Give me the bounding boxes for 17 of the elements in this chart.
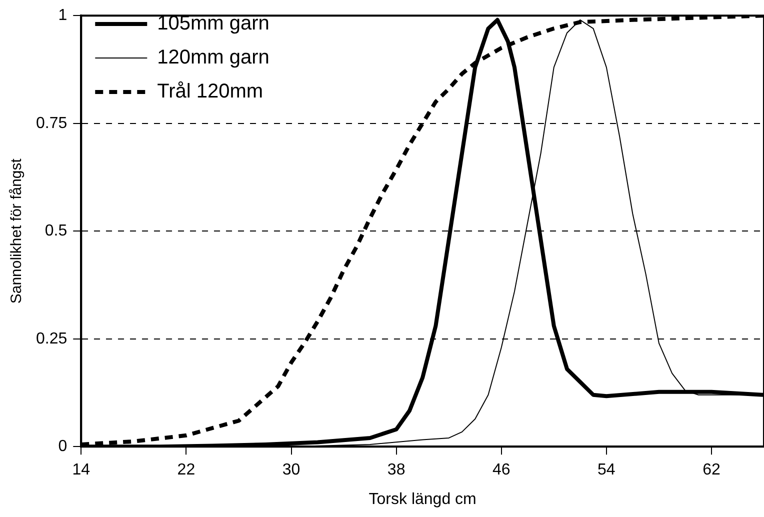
x-tick-label: 22 [177, 462, 196, 479]
x-tick-label: 46 [492, 462, 510, 479]
y-tick-label: 0.5 [44, 222, 68, 240]
x-tick-label: 54 [598, 462, 616, 479]
legend-label: Trål 120mm [157, 80, 264, 103]
x-axis-title: Torsk längd cm [368, 490, 476, 508]
y-tick-label: 1 [58, 7, 68, 24]
y-axis-title: Sannolikhet för fångst [8, 158, 26, 304]
x-tick-label: 14 [72, 462, 90, 479]
x-tick-label: 62 [702, 462, 720, 479]
y-tick-label: 0.75 [36, 114, 68, 132]
x-tick-label: 30 [282, 462, 300, 479]
legend-label: 105mm garn [157, 12, 270, 35]
y-tick-label: 0 [58, 438, 68, 456]
x-tick-label: 38 [387, 462, 406, 479]
y-tick-label: 0.25 [36, 330, 68, 348]
legend-label: 120mm garn [157, 46, 270, 69]
